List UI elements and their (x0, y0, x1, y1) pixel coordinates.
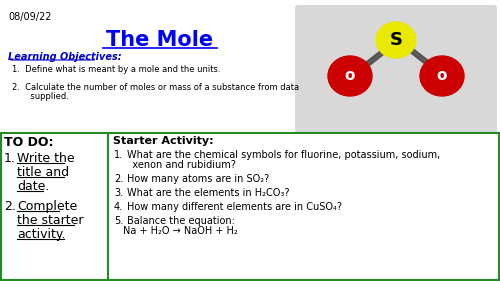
Text: 4.: 4. (114, 202, 123, 212)
Text: 2.  Calculate the number of moles or mass of a substance from data: 2. Calculate the number of moles or mass… (12, 83, 299, 92)
Text: Write the: Write the (17, 152, 74, 165)
Text: What are the elements in H₂CO₃?: What are the elements in H₂CO₃? (127, 188, 290, 198)
Text: How many different elements are in CuSO₄?: How many different elements are in CuSO₄… (127, 202, 342, 212)
Text: 2.: 2. (114, 174, 123, 184)
Text: Learning Objectives:: Learning Objectives: (8, 52, 121, 62)
Text: What are the chemical symbols for fluorine, potassium, sodium,: What are the chemical symbols for fluori… (127, 150, 440, 160)
Text: 08/09/22: 08/09/22 (8, 12, 52, 22)
Text: 2.: 2. (4, 200, 16, 213)
Text: 3.: 3. (114, 188, 123, 198)
Text: S: S (390, 31, 402, 49)
Text: Starter Activity:: Starter Activity: (113, 136, 214, 146)
Text: The Mole: The Mole (106, 30, 214, 50)
Text: 1.: 1. (114, 150, 123, 160)
Text: date.: date. (17, 180, 50, 193)
Text: o: o (437, 69, 447, 83)
FancyBboxPatch shape (295, 5, 497, 133)
Text: Complete: Complete (17, 200, 77, 213)
Text: 1.: 1. (4, 152, 16, 165)
Text: 1.  Define what is meant by a mole and the units.: 1. Define what is meant by a mole and th… (12, 65, 220, 74)
Ellipse shape (420, 56, 464, 96)
Text: supplied.: supplied. (12, 92, 69, 101)
Text: o: o (345, 69, 355, 83)
Text: How many atoms are in SO₂?: How many atoms are in SO₂? (127, 174, 269, 184)
Text: Na + H₂O → NaOH + H₂: Na + H₂O → NaOH + H₂ (123, 226, 238, 236)
Text: xenon and rubidium?: xenon and rubidium? (123, 160, 236, 170)
Text: 5.: 5. (114, 216, 123, 226)
Ellipse shape (328, 56, 372, 96)
Text: the starter: the starter (17, 214, 84, 227)
FancyBboxPatch shape (1, 133, 499, 280)
Text: TO DO:: TO DO: (4, 136, 54, 149)
Text: title and: title and (17, 166, 69, 179)
Text: activity.: activity. (17, 228, 66, 241)
Text: Balance the equation:: Balance the equation: (127, 216, 235, 226)
Ellipse shape (376, 22, 416, 58)
